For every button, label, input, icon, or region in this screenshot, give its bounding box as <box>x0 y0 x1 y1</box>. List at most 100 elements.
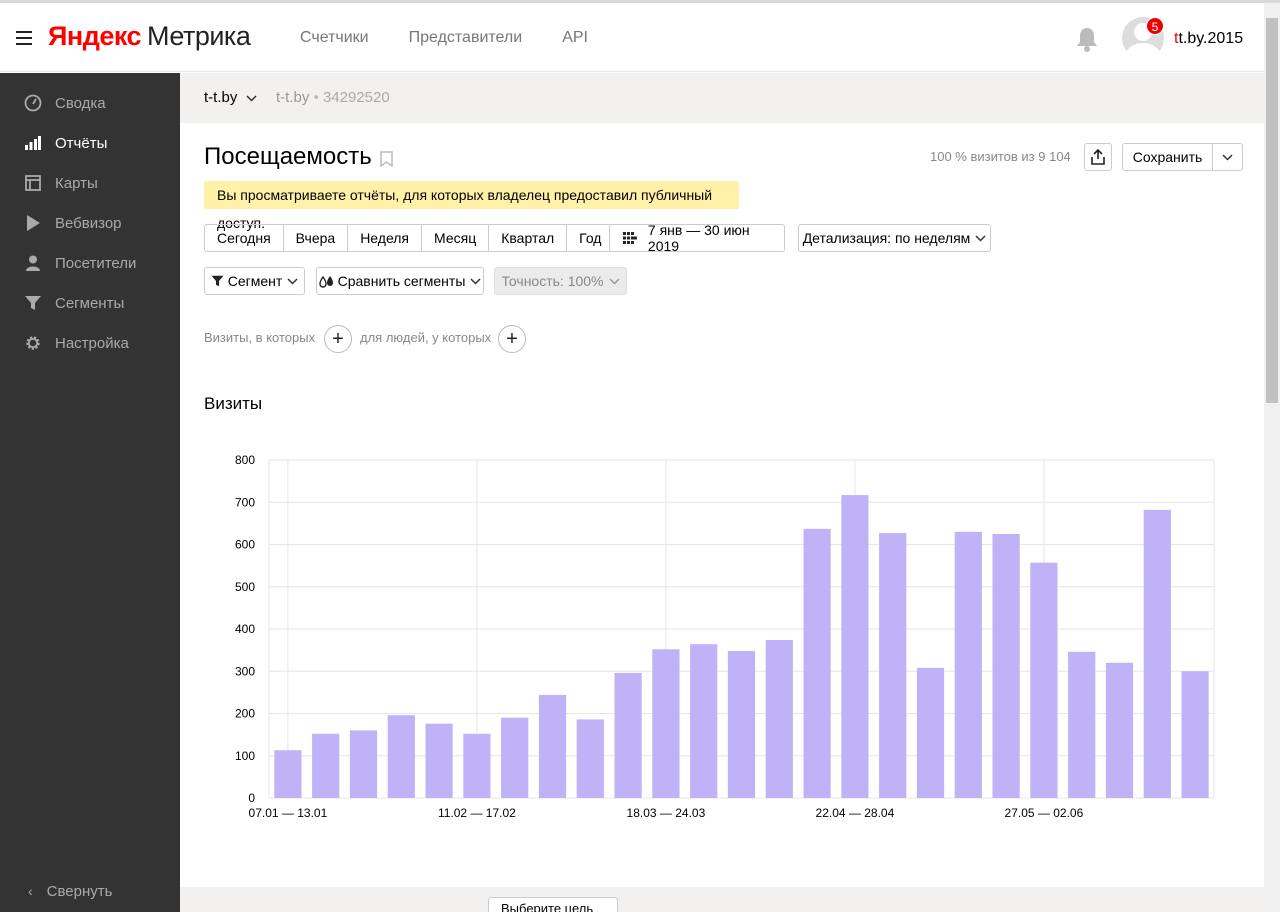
bar <box>1181 671 1209 798</box>
bar <box>1030 562 1058 798</box>
bar <box>463 733 491 798</box>
bar <box>992 533 1020 798</box>
chevron-down-icon <box>1222 153 1233 161</box>
sidebar-item-label: Посетители <box>55 254 137 272</box>
period-week[interactable]: Неделя <box>348 225 423 251</box>
period-today[interactable]: Сегодня <box>205 225 284 251</box>
page-scrollbar[interactable] <box>1264 3 1280 912</box>
add-visit-condition-button[interactable]: + <box>324 325 352 353</box>
gear-icon <box>23 333 43 353</box>
period-year[interactable]: Год <box>579 230 602 246</box>
collapse-sidebar-button[interactable]: ‹ Свернуть <box>0 871 180 911</box>
compare-segments-dropdown[interactable]: Сравнить сегменты <box>316 267 484 295</box>
gauge-icon <box>23 93 43 113</box>
chevron-down-icon <box>470 277 481 285</box>
counter-selector-label: t-t.by <box>204 89 238 106</box>
period-quarter[interactable]: Квартал <box>489 225 568 251</box>
public-access-notice: Вы просматриваете отчёты, для которых вл… <box>204 181 739 231</box>
chart-title: Визиты <box>204 394 263 413</box>
plus-icon: + <box>506 327 518 350</box>
date-range-button[interactable]: 7 янв — 30 июн 2019 <box>609 222 785 254</box>
chevron-down-icon <box>975 234 986 242</box>
y-tick-label: 800 <box>235 453 255 467</box>
y-tick-label: 0 <box>248 791 255 805</box>
accuracy-dropdown[interactable]: Точность: 100% <box>494 267 627 295</box>
sidebar: Сводка Отчёты Карты Вебвизор Посетители … <box>0 73 180 912</box>
bar <box>576 719 604 798</box>
bell-icon[interactable] <box>1076 26 1098 52</box>
save-button[interactable]: Сохранить <box>1122 143 1213 171</box>
counter-separator: • <box>309 89 323 106</box>
counter-selector[interactable]: t-t.by <box>204 89 257 106</box>
sidebar-item-maps[interactable]: Карты <box>0 163 180 203</box>
y-tick-label: 300 <box>235 664 255 678</box>
save-options-button[interactable] <box>1212 143 1243 171</box>
bar <box>1105 662 1134 798</box>
segment-dropdown[interactable]: Сегмент <box>204 267 305 295</box>
x-tick-label: 07.01 — 13.01 <box>249 806 328 820</box>
sidebar-item-reports[interactable]: Отчёты <box>0 123 180 163</box>
counter-site: t-t.by <box>276 89 310 106</box>
detail-dropdown[interactable]: Детализация: по неделям <box>798 224 991 252</box>
funnel-icon <box>23 293 43 313</box>
bar <box>727 650 756 798</box>
detail-label: Детализация: по неделям <box>802 230 971 246</box>
bar <box>349 730 378 798</box>
nav-api[interactable]: API <box>562 29 588 46</box>
bar <box>1143 509 1171 798</box>
accuracy-label: Точность: 100% <box>501 273 604 289</box>
visits-filter-label: Визиты, в которых <box>204 330 316 345</box>
menu-icon[interactable] <box>16 31 32 45</box>
y-tick-label: 100 <box>235 749 255 763</box>
people-filter-label: для людей, у которых <box>360 330 492 345</box>
y-tick-label: 600 <box>235 538 255 552</box>
username[interactable]: tt.by.2015 <box>1174 30 1243 48</box>
page-title: Посещаемость <box>204 143 372 170</box>
report-main: Посещаемость 100 % визитов из 9 104 Сохр… <box>180 123 1264 912</box>
compare-segments-label: Сравнить сегменты <box>337 273 466 289</box>
bar <box>841 495 869 798</box>
bar <box>879 533 907 798</box>
window-top-border <box>0 0 1280 3</box>
sidebar-item-summary[interactable]: Сводка <box>0 83 180 123</box>
bookmark-icon[interactable] <box>380 151 393 167</box>
sidebar-item-settings[interactable]: Настройка <box>0 323 180 363</box>
counter-bar: t-t.by t-t.by • 34292520 <box>180 73 1264 123</box>
scrollbar-thumb[interactable] <box>1266 18 1278 403</box>
logo[interactable]: Яндекс Метрика <box>48 21 251 52</box>
x-tick-label: 11.02 — 17.02 <box>438 806 516 820</box>
calendar-icon <box>623 232 637 244</box>
nav-representatives[interactable]: Представители <box>408 29 523 46</box>
sidebar-item-segments[interactable]: Сегменты <box>0 283 180 323</box>
sidebar-item-label: Сводка <box>55 94 106 112</box>
bar <box>803 528 831 798</box>
bar <box>954 531 982 798</box>
y-tick-label: 400 <box>235 622 255 636</box>
plus-icon: + <box>332 327 344 350</box>
bar <box>312 733 340 798</box>
nav-counters[interactable]: Счетчики <box>300 29 369 46</box>
username-rest: t.by.2015 <box>1178 30 1244 47</box>
table-toolbar-strip <box>180 887 1264 912</box>
period-month[interactable]: Месяц <box>422 225 490 251</box>
date-range-label: 7 янв — 30 июн 2019 <box>647 222 750 254</box>
add-people-condition-button[interactable]: + <box>498 325 526 353</box>
y-tick-label: 700 <box>235 495 255 509</box>
period-selector: Сегодня Вчера Неделя Месяц Квартал Год <box>204 224 615 252</box>
bar-chart-icon <box>23 133 43 153</box>
sidebar-item-label: Карты <box>55 174 98 192</box>
goal-select[interactable]: Выберите цель <box>488 897 618 912</box>
bar <box>274 750 302 798</box>
top-nav: Счетчики Представители API <box>300 29 588 47</box>
export-button[interactable] <box>1084 143 1112 171</box>
chevron-left-icon: ‹ <box>28 883 33 899</box>
period-yesterday[interactable]: Вчера <box>284 225 349 251</box>
x-tick-label: 27.05 — 02.06 <box>1005 806 1084 820</box>
map-icon <box>23 173 43 193</box>
logo-metrika: Метрика <box>147 21 251 51</box>
sidebar-item-visitors[interactable]: Посетители <box>0 243 180 283</box>
share-icon <box>1091 149 1105 165</box>
segment-label: Сегмент <box>227 273 283 289</box>
drops-icon <box>318 275 333 288</box>
sidebar-item-webvisor[interactable]: Вебвизор <box>0 203 180 243</box>
